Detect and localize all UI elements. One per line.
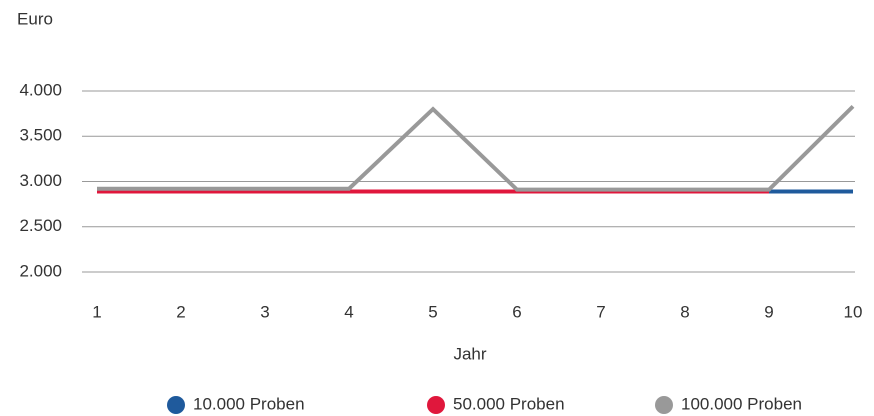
x-tick-label: 9 xyxy=(764,302,773,321)
x-tick-label: 7 xyxy=(596,302,605,321)
x-tick-label: 2 xyxy=(176,302,185,321)
x-tick-label: 4 xyxy=(344,302,353,321)
x-tick-label: 3 xyxy=(260,302,269,321)
y-tick-label: 2.500 xyxy=(19,216,62,235)
x-tick-label: 8 xyxy=(680,302,689,321)
x-axis-label: Jahr xyxy=(453,344,486,363)
series-line xyxy=(97,104,855,192)
y-axis-label: Euro xyxy=(17,9,53,28)
y-tick-label: 2.000 xyxy=(19,261,62,280)
x-tick-label: 1 xyxy=(92,302,101,321)
y-tick-label: 3.000 xyxy=(19,171,62,190)
legend-label: 100.000 Proben xyxy=(681,394,802,413)
x-tick-label: 6 xyxy=(512,302,521,321)
x-tick-label: 5 xyxy=(428,302,437,321)
legend-swatch xyxy=(167,396,185,414)
y-tick-label: 3.500 xyxy=(19,126,62,145)
legend-swatch xyxy=(427,396,445,414)
legend-swatch xyxy=(655,396,673,414)
x-tick-label: 10 xyxy=(844,302,863,321)
y-tick-label: 4.000 xyxy=(19,80,62,99)
legend-label: 10.000 Proben xyxy=(193,394,305,413)
legend-label: 50.000 Proben xyxy=(453,394,565,413)
